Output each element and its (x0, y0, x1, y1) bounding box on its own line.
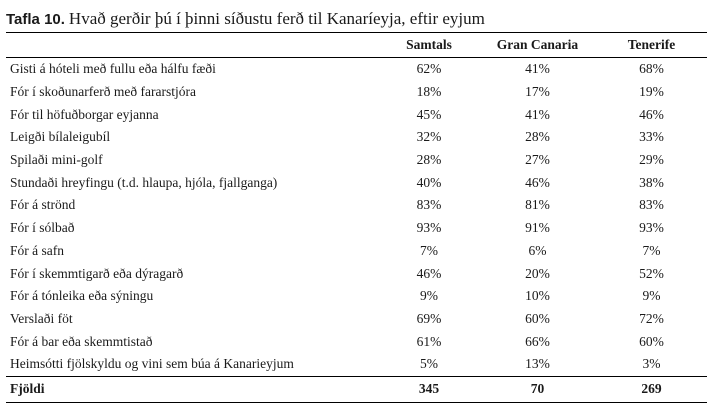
cell-tenerife: 3% (642, 356, 661, 372)
cell-gran-canaria: 66% (525, 333, 550, 349)
table-row: Gisti á hóteli með fullu eða hálfu fæði 6… (6, 58, 707, 81)
row-label: Fór á tónleika eða sýningu (10, 288, 154, 304)
cell-gran-canaria: 6% (528, 242, 547, 258)
table-title-label: Tafla 10. (6, 11, 65, 28)
row-label: Stundaði hreyfingu (t.d. hlaupa, hjóla, … (10, 174, 278, 190)
table-row: Fór á tónleika eða sýningu 9% 10% 9% (6, 285, 707, 308)
table-title: Tafla 10. Hvað gerðir þú í þinni síðustu… (6, 6, 707, 32)
cell-samtals: 83% (416, 197, 442, 213)
cell-tenerife: 7% (642, 242, 661, 258)
row-label: Spilaði mini-golf (10, 152, 103, 168)
row-label: Leigði bílaleigubíl (10, 129, 111, 145)
cell-tenerife: 83% (639, 197, 664, 213)
cell-tenerife: 93% (639, 220, 664, 236)
cell-samtals: 28% (416, 152, 442, 168)
cell-samtals: 7% (420, 242, 438, 258)
document-page: Tafla 10. Hvað gerðir þú í þinni síðustu… (6, 6, 707, 403)
footer-value-tenerife: 269 (641, 381, 662, 397)
table-title-text: Hvað gerðir þú í þinni síðustu ferð til … (68, 9, 485, 28)
cell-tenerife: 68% (639, 61, 664, 77)
cell-gran-canaria: 28% (525, 129, 550, 145)
cell-gran-canaria: 60% (525, 310, 550, 326)
cell-samtals: 93% (416, 220, 442, 236)
table-row: Fór á bar eða skemmtistað 61% 66% 60% (6, 330, 707, 353)
table-body: Gisti á hóteli með fullu eða hálfu fæði 6… (6, 58, 707, 377)
table-row: Fór á safn 7% 6% 7% (6, 240, 707, 263)
row-label: Fór á bar eða skemmtistað (10, 333, 153, 349)
row-label: Fór til höfuðborgar eyjanna (10, 106, 159, 122)
table-row: Fór í skoðunarferð með fararstjóra 18% 17%… (6, 81, 707, 104)
footer-label: Fjöldi (10, 381, 45, 397)
table-row: Fór í sólbað 93% 91% 93% (6, 217, 707, 240)
cell-samtals: 32% (416, 129, 442, 145)
cell-tenerife: 46% (639, 106, 664, 122)
cell-tenerife: 52% (639, 265, 664, 281)
table-row: Spilaði mini-golf 28% 27% 29% (6, 149, 707, 172)
table-footer: Fjöldi 345 70 269 (6, 376, 707, 403)
cell-gran-canaria: 81% (525, 197, 550, 213)
cell-samtals: 69% (416, 310, 442, 326)
cell-tenerife: 19% (639, 84, 664, 100)
header-cell-tenerife: Tenerife (627, 37, 676, 52)
cell-gran-canaria: 27% (525, 152, 550, 168)
header-cell-samtals: Samtals (406, 37, 452, 52)
cell-samtals: 18% (416, 84, 442, 100)
cell-samtals: 61% (416, 333, 442, 349)
row-label: Verslaði föt (10, 310, 73, 326)
table-row: Fór til höfuðborgar eyjanna 45% 41% 46% (6, 103, 707, 126)
cell-tenerife: 33% (639, 129, 664, 145)
table-row: Fór í skemmtigarð eða dýragarð 46% 20% 52% (6, 262, 707, 285)
footer-row: Fjöldi 345 70 269 (6, 376, 707, 403)
cell-gran-canaria: 17% (525, 84, 550, 100)
table-row: Fór á strönd 83% 81% 83% (6, 194, 707, 217)
table-row: Heimsótti fjölskyldu og vini sem búa á K… (6, 353, 707, 376)
table-header: Samtals Gran Canaria Tenerife (6, 32, 707, 58)
header-row: Samtals Gran Canaria Tenerife (6, 32, 707, 58)
cell-samtals: 5% (420, 356, 438, 372)
cell-tenerife: 60% (639, 333, 664, 349)
cell-gran-canaria: 41% (525, 61, 550, 77)
table-row: Leigði bílaleigubíl 32% 28% 33% (6, 126, 707, 149)
cell-gran-canaria: 10% (525, 288, 550, 304)
table-row: Verslaði föt 69% 60% 72% (6, 308, 707, 331)
row-label: Gisti á hóteli með fullu eða hálfu fæði (10, 61, 216, 77)
footer-value-samtals: 345 (418, 381, 440, 397)
header-cell-gran-canaria: Gran Canaria (496, 37, 579, 52)
header-cell-blank (6, 33, 379, 58)
row-label: Fór í skemmtigarð eða dýragarð (10, 265, 184, 281)
cell-gran-canaria: 91% (525, 220, 550, 236)
cell-samtals: 62% (416, 61, 442, 77)
cell-samtals: 9% (420, 288, 438, 304)
cell-tenerife: 29% (639, 152, 664, 168)
cell-tenerife: 9% (642, 288, 661, 304)
row-label: Heimsótti fjölskyldu og vini sem búa á K… (10, 356, 294, 372)
data-table: Samtals Gran Canaria Tenerife Gisti á hó… (6, 32, 707, 403)
cell-gran-canaria: 13% (525, 356, 550, 372)
cell-tenerife: 72% (639, 310, 664, 326)
row-label: Fór á strönd (10, 197, 76, 213)
cell-tenerife: 38% (639, 174, 664, 190)
cell-gran-canaria: 41% (525, 106, 550, 122)
cell-gran-canaria: 20% (525, 265, 550, 281)
cell-samtals: 40% (416, 174, 442, 190)
table-row: Stundaði hreyfingu (t.d. hlaupa, hjóla, … (6, 171, 707, 194)
cell-samtals: 45% (416, 106, 442, 122)
cell-samtals: 46% (416, 265, 442, 281)
row-label: Fór í skoðunarferð með fararstjóra (10, 84, 196, 100)
row-label: Fór á safn (10, 242, 64, 258)
footer-value-gran-canaria: 70 (530, 381, 545, 397)
cell-gran-canaria: 46% (525, 174, 550, 190)
row-label: Fór í sólbað (10, 220, 75, 236)
